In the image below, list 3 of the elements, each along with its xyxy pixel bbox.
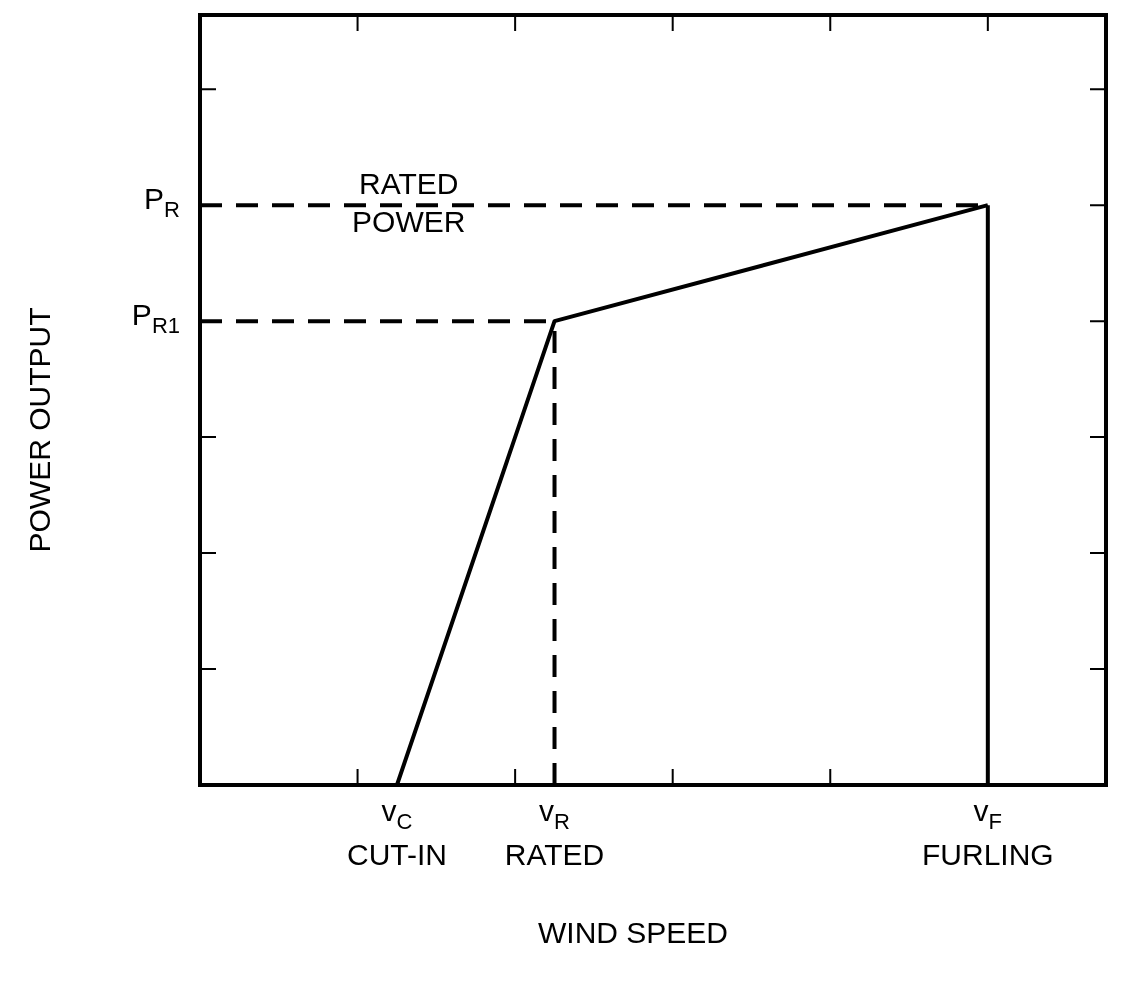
y-axis-title: POWER OUTPUT (23, 307, 57, 553)
annotation: RATED POWER (352, 167, 466, 239)
x-axis-title: WIND SPEED (537, 916, 729, 950)
